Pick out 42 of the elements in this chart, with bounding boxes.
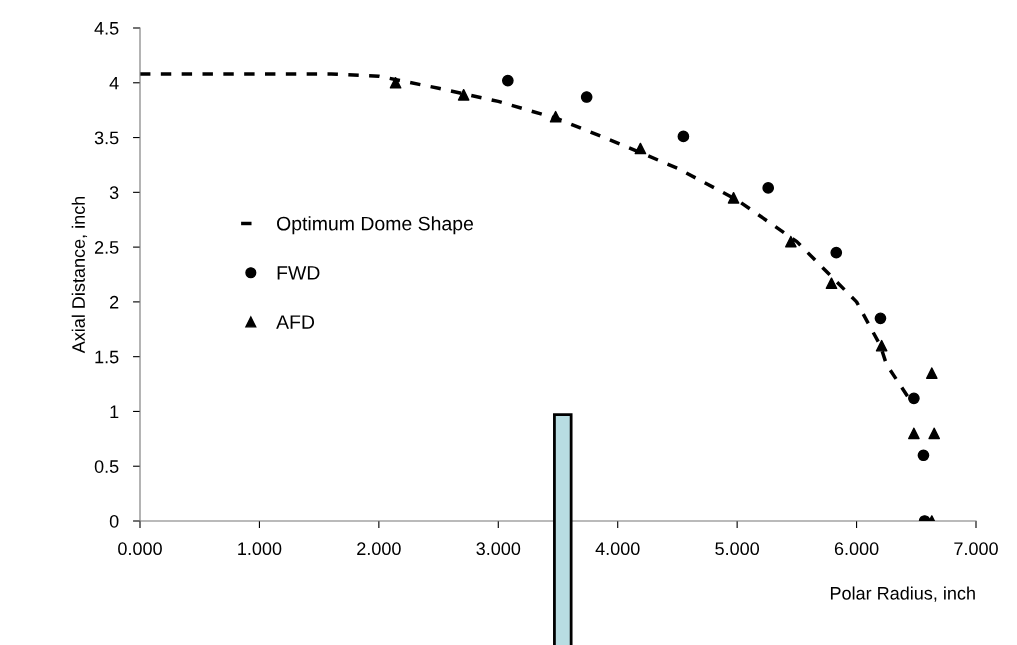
- point: [928, 427, 941, 440]
- x-tick-label: 7.000: [954, 542, 998, 556]
- point: [785, 235, 797, 248]
- point: [874, 312, 887, 325]
- point: [875, 339, 888, 352]
- y-tick-label: 0.5: [94, 460, 119, 473]
- y-tick-label: 1: [110, 405, 119, 418]
- point: [830, 246, 843, 259]
- x-axis-title: Polar Radius, inch: [830, 586, 975, 602]
- x-tick-label: 6.000: [834, 542, 879, 556]
- legend-label: FWD: [277, 266, 320, 280]
- x-tick-label: 5.000: [715, 542, 760, 556]
- y-tick-label: 4: [109, 76, 119, 90]
- y-tick-label: 4.5: [94, 22, 119, 35]
- legend-label: AFD: [276, 315, 315, 329]
- point: [389, 76, 402, 89]
- x-tick-label: 3.000: [476, 542, 521, 556]
- y-tick-label: 2: [110, 295, 119, 309]
- y-tick-label: 3: [109, 186, 119, 200]
- point: [634, 142, 647, 155]
- point: [457, 88, 470, 101]
- point: [908, 427, 920, 440]
- y-tick-label: 2.5: [94, 241, 119, 254]
- point: [908, 392, 920, 405]
- x-tick-label: 0.000: [118, 542, 162, 556]
- point: [549, 110, 562, 123]
- legend-label: Optimum Dome Shape: [277, 216, 473, 235]
- point: [727, 191, 740, 204]
- y-tick-label: 0: [109, 514, 119, 528]
- point: [917, 449, 930, 462]
- point: [677, 130, 690, 143]
- point: [762, 182, 775, 194]
- y-tick-label: 3.5: [94, 131, 119, 145]
- x-tick-label: 4.000: [595, 542, 640, 556]
- x-tick-label: 1.000: [238, 542, 282, 556]
- point: [580, 91, 593, 103]
- point: [925, 367, 938, 379]
- y-axis-title: Axial Distance, inch: [71, 196, 88, 354]
- point: [825, 277, 838, 290]
- x-tick-label: 2.000: [357, 542, 401, 556]
- y-tick-label: 1.5: [95, 350, 119, 364]
- point: [501, 74, 514, 87]
